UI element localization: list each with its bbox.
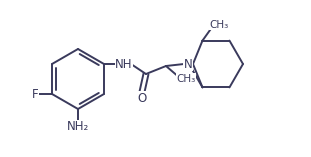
Text: O: O xyxy=(137,92,146,105)
Text: NH: NH xyxy=(115,57,133,70)
Text: CH₃: CH₃ xyxy=(210,20,229,30)
Text: N: N xyxy=(183,57,193,70)
Text: F: F xyxy=(32,87,38,100)
Text: CH₃: CH₃ xyxy=(176,74,196,84)
Text: NH₂: NH₂ xyxy=(67,121,89,133)
